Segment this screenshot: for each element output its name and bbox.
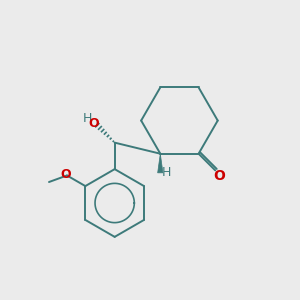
Text: O: O xyxy=(214,169,226,183)
Text: O: O xyxy=(60,168,71,182)
Text: H: H xyxy=(82,112,92,125)
Polygon shape xyxy=(158,154,163,173)
Text: H: H xyxy=(162,166,172,179)
Text: O: O xyxy=(88,117,99,130)
